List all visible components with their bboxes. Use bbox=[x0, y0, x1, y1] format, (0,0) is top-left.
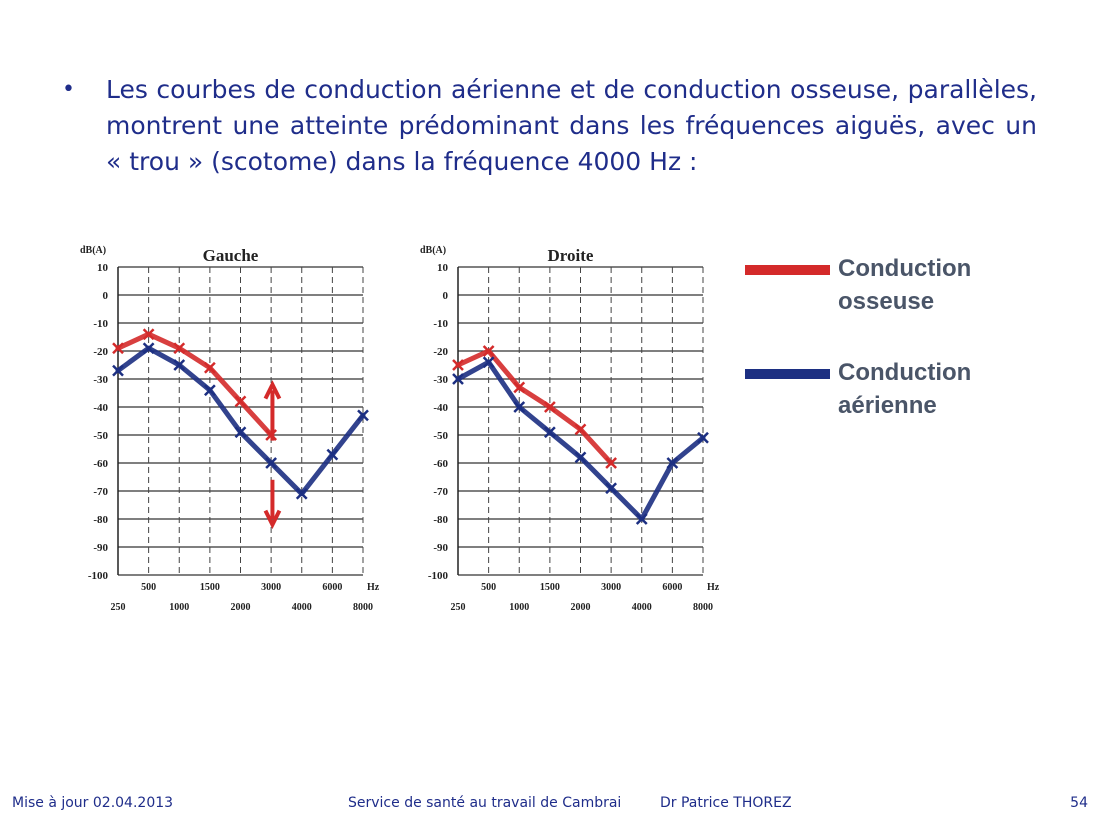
x-tick-label-upper: 500 bbox=[141, 582, 156, 593]
x-tick-label-upper: 1500 bbox=[540, 582, 560, 593]
y-tick-label: -100 bbox=[428, 570, 449, 582]
chart-title: Gauche bbox=[203, 246, 259, 265]
x-tick-label-lower: 8000 bbox=[693, 602, 713, 613]
y-tick-label: -40 bbox=[433, 402, 448, 414]
data-point-marker bbox=[203, 361, 216, 374]
data-point-marker bbox=[513, 401, 526, 413]
x-tick-label-upper: 6000 bbox=[662, 582, 682, 593]
y-tick-label: -90 bbox=[433, 542, 448, 554]
x-tick-label-upper: 3000 bbox=[261, 582, 281, 593]
y-tick-label: -70 bbox=[433, 486, 448, 498]
chart-title: Droite bbox=[548, 246, 594, 265]
x-tick-label-lower: 8000 bbox=[353, 602, 373, 613]
y-tick-label: -30 bbox=[93, 374, 108, 386]
y-axis-label: dB(A) bbox=[80, 245, 106, 256]
y-tick-label: 0 bbox=[443, 290, 449, 302]
y-tick-label: -50 bbox=[433, 430, 448, 442]
y-tick-label: -80 bbox=[433, 514, 448, 526]
y-tick-label: -50 bbox=[93, 430, 108, 442]
x-tick-label-upper: 1500 bbox=[200, 582, 220, 593]
x-tick-label-lower: 2000 bbox=[571, 602, 591, 613]
x-unit-label: Hz bbox=[707, 582, 720, 593]
series-line bbox=[455, 348, 614, 466]
x-tick-label-upper: 500 bbox=[481, 582, 496, 593]
data-point-marker bbox=[452, 359, 464, 371]
y-tick-label: 0 bbox=[103, 290, 109, 302]
y-tick-label: 10 bbox=[437, 262, 449, 274]
footer-service: Service de santé au travail de Cambrai bbox=[348, 795, 622, 811]
data-point-marker bbox=[173, 359, 186, 371]
data-point-marker bbox=[666, 457, 679, 469]
bullet-text: Les courbes de conduction aérienne et de… bbox=[106, 75, 1037, 176]
data-point-marker bbox=[452, 373, 464, 385]
y-tick-label: -10 bbox=[433, 318, 448, 330]
bullet-marker: • bbox=[62, 77, 75, 102]
data-point-marker bbox=[513, 381, 526, 394]
x-tick-label-lower: 4000 bbox=[292, 602, 312, 613]
data-point-marker bbox=[142, 328, 155, 341]
bullet-point: • Les courbes de conduction aérienne et … bbox=[62, 72, 1037, 180]
data-point-marker bbox=[697, 431, 709, 444]
arrow-up-icon bbox=[263, 380, 282, 400]
x-tick-label-lower: 4000 bbox=[632, 602, 652, 613]
legend-label-bone: Conduction osseuse bbox=[838, 255, 972, 315]
data-point-marker bbox=[112, 364, 124, 377]
x-tick-label-upper: 3000 bbox=[601, 582, 621, 593]
legend-item-air: Conduction aérienne bbox=[745, 356, 1028, 422]
data-point-marker bbox=[173, 342, 186, 355]
x-tick-label-upper: 6000 bbox=[322, 582, 342, 593]
x-unit-label: Hz bbox=[367, 582, 380, 593]
arrow-down-icon bbox=[263, 509, 282, 530]
data-point-marker bbox=[482, 345, 495, 357]
data-point-marker bbox=[234, 395, 247, 408]
data-point-marker bbox=[357, 409, 369, 422]
y-tick-label: -100 bbox=[88, 570, 109, 582]
x-tick-label-lower: 250 bbox=[451, 602, 466, 613]
data-point-marker bbox=[605, 482, 618, 495]
y-tick-label: 10 bbox=[97, 262, 109, 274]
footer-date: Mise à jour 02.04.2013 bbox=[12, 795, 174, 811]
data-point-marker bbox=[234, 426, 247, 439]
data-point-marker bbox=[543, 426, 556, 439]
y-tick-label: -20 bbox=[93, 346, 108, 358]
data-point-marker bbox=[142, 342, 155, 355]
y-tick-label: -20 bbox=[433, 346, 448, 358]
audiogram-right: 10 0 -10 -20 -30 -40 -50 -60 -70 -80 -90 -100 dB(A) D… bbox=[420, 245, 720, 613]
legend: Conduction osseuse Conduction aérienne bbox=[745, 252, 1028, 460]
data-point-marker bbox=[543, 401, 556, 413]
x-tick-label-lower: 1000 bbox=[169, 602, 189, 613]
data-point-marker bbox=[574, 423, 587, 436]
y-axis-label: dB(A) bbox=[420, 245, 446, 256]
y-tick-label: -40 bbox=[93, 402, 108, 414]
y-tick-label: -80 bbox=[93, 514, 108, 526]
footer-page-number: 54 bbox=[1070, 795, 1088, 811]
data-point-marker bbox=[574, 451, 587, 464]
legend-label-air: Conduction aérienne bbox=[838, 359, 972, 419]
legend-swatch-air bbox=[745, 369, 830, 379]
data-point-marker bbox=[635, 513, 648, 525]
y-tick-label: -70 bbox=[93, 486, 108, 498]
y-tick-label: -60 bbox=[93, 458, 108, 470]
legend-swatch-bone bbox=[745, 265, 830, 275]
audiogram-left: 10 0 -10 -20 -30 -40 -50 -60 -70 -80 -90 -100 dB(A) G… bbox=[80, 245, 380, 613]
data-point-marker bbox=[482, 356, 495, 369]
data-point-marker bbox=[326, 448, 339, 461]
y-tick-label: -10 bbox=[93, 318, 108, 330]
legend-item-bone: Conduction osseuse bbox=[745, 252, 1028, 318]
data-point-marker bbox=[295, 487, 308, 500]
data-point-marker bbox=[112, 342, 124, 355]
footer-doctor: Dr Patrice THOREZ bbox=[660, 795, 792, 811]
y-tick-label: -90 bbox=[93, 542, 108, 554]
x-tick-label-lower: 250 bbox=[111, 602, 126, 613]
data-point-marker bbox=[605, 457, 618, 469]
data-point-marker bbox=[203, 384, 216, 397]
y-tick-label: -60 bbox=[433, 458, 448, 470]
y-tick-label: -30 bbox=[433, 374, 448, 386]
x-tick-label-lower: 1000 bbox=[509, 602, 529, 613]
x-tick-label-lower: 2000 bbox=[231, 602, 251, 613]
series-line bbox=[115, 331, 274, 438]
data-point-marker bbox=[265, 457, 278, 469]
